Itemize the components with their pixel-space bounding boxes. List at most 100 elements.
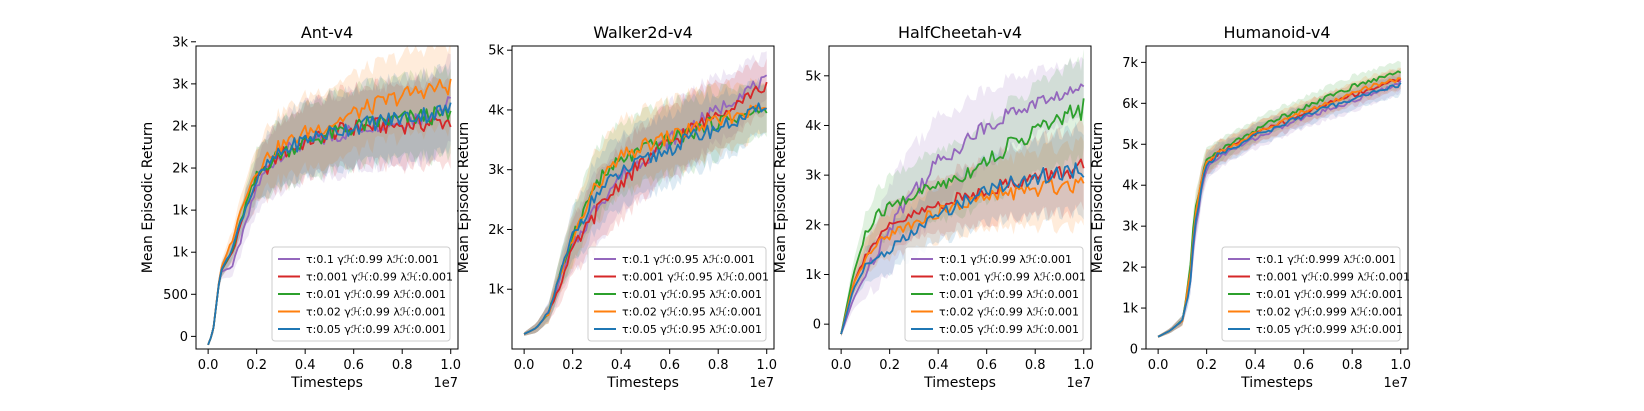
chart-panel-3: 0.0 0.2 0.4 0.6 0.8 1.0 0 1k 2k 3k 4k 5k HalfCheetah… xyxy=(773,23,1094,391)
series-band xyxy=(841,48,1084,337)
x-tick-label: 0.4 xyxy=(611,358,632,373)
x-tick-label: 0.4 xyxy=(295,358,316,373)
y-tick-label: 4k xyxy=(805,119,821,134)
legend-entry: τ:0.001 γℋ:0.999 λℋ:0.001 xyxy=(1256,271,1410,284)
legend-box xyxy=(271,246,451,342)
axes-frame xyxy=(828,45,1092,350)
x-tick-label: 1.0 xyxy=(1073,358,1094,373)
series-band xyxy=(208,65,451,345)
x-axis-label: Timesteps xyxy=(606,375,679,391)
y-tick-label: 2k xyxy=(805,218,821,233)
legend: τ:0.1 γℋ:0.99 λℋ:0.001 τ:0.001 γℋ:0.99 λℋ… xyxy=(904,246,1086,342)
plot-area xyxy=(1157,60,1402,338)
series-band xyxy=(841,135,1084,337)
series-band xyxy=(841,56,1084,337)
x-tick-label: 0.8 xyxy=(1025,358,1046,373)
series-band xyxy=(841,121,1084,337)
legend-entry: τ:0.02 γℋ:0.999 λℋ:0.001 xyxy=(1256,306,1403,319)
y-tick-label: 4k xyxy=(1122,179,1138,194)
x-offset-label: 1e7 xyxy=(1383,376,1408,391)
x-offset-label: 1e7 xyxy=(433,376,458,391)
y-tick-label: 1k xyxy=(1122,302,1138,317)
x-tick-label: 0.0 xyxy=(514,358,535,373)
legend-entry: τ:0.05 γℋ:0.95 λℋ:0.001 xyxy=(622,323,762,336)
x-tick-label: 1.0 xyxy=(440,358,461,373)
x-tick-label: 0.6 xyxy=(343,358,364,373)
y-tick-label: 5k xyxy=(1122,138,1138,153)
series-line xyxy=(523,81,768,335)
legend-entry: τ:0.02 γℋ:0.95 λℋ:0.001 xyxy=(622,306,762,319)
y-tick-label: 1k xyxy=(805,268,821,283)
series-line xyxy=(840,162,1085,335)
legend-box xyxy=(587,246,767,342)
y-tick-label: 7k xyxy=(1122,56,1138,71)
y-tick-label: 500 xyxy=(163,288,188,303)
legend-entry: τ:0.001 γℋ:0.99 λℋ:0.001 xyxy=(939,271,1086,284)
x-tick-label: 1.0 xyxy=(1390,358,1411,373)
plot-area xyxy=(207,46,452,346)
series-line xyxy=(207,96,451,346)
x-tick-label: 0.2 xyxy=(1196,358,1217,373)
plot-area xyxy=(523,51,768,336)
y-tick-label: 0 xyxy=(813,318,821,333)
y-tick-label: 3k xyxy=(172,35,188,50)
y-tick-label: 5k xyxy=(805,69,821,84)
legend-entry: τ:0.01 γℋ:0.95 λℋ:0.001 xyxy=(622,288,762,301)
legend-entry: τ:0.01 γℋ:0.99 λℋ:0.001 xyxy=(306,288,446,301)
x-tick-label: 0.2 xyxy=(879,358,900,373)
y-tick-label: 0 xyxy=(180,330,188,345)
series-line xyxy=(840,98,1085,335)
legend-entry: τ:0.1 γℋ:0.95 λℋ:0.001 xyxy=(622,253,755,266)
axes-frame xyxy=(511,45,775,350)
x-tick-label: 1.0 xyxy=(756,358,777,373)
legend-entry: τ:0.05 γℋ:0.99 λℋ:0.001 xyxy=(306,323,446,336)
series-line xyxy=(1157,82,1402,338)
x-tick-label: 0.4 xyxy=(1245,358,1266,373)
x-tick-label: 0.8 xyxy=(1342,358,1363,373)
y-tick-label: 3k xyxy=(1122,220,1138,235)
chart-panel-1: 0.0 0.2 0.4 0.6 0.8 1.0 0 500 1k 1k 2k 2k 3k 3k Ant-v4… xyxy=(140,23,461,391)
legend-entry: τ:0.001 γℋ:0.99 λℋ:0.001 xyxy=(306,271,453,284)
legend-entry: τ:0.1 γℋ:0.999 λℋ:0.001 xyxy=(1256,253,1396,266)
series-line xyxy=(207,102,452,346)
chart-title: HalfCheetah-v4 xyxy=(898,23,1022,42)
x-tick-label: 0.0 xyxy=(831,358,852,373)
y-axis-label: Mean Episodic Return xyxy=(140,122,156,273)
chart-title: Humanoid-v4 xyxy=(1223,23,1330,42)
series-band xyxy=(841,117,1084,337)
x-tick-label: 0.2 xyxy=(562,358,583,373)
y-tick-label: 4k xyxy=(488,103,504,118)
series-line xyxy=(1157,77,1401,338)
x-tick-label: 0.6 xyxy=(1293,358,1314,373)
legend-entry: τ:0.05 γℋ:0.99 λℋ:0.001 xyxy=(939,323,1079,336)
y-tick-label: 1k xyxy=(172,246,188,261)
series-band xyxy=(524,77,767,336)
x-offset-label: 1e7 xyxy=(1066,376,1091,391)
x-axis-label: Timesteps xyxy=(1240,375,1313,391)
chart-title: Ant-v4 xyxy=(301,23,353,42)
series-line xyxy=(840,83,1085,335)
chart-title: Walker2d-v4 xyxy=(593,23,693,42)
y-tick-label: 1k xyxy=(488,283,504,298)
y-axis-label: Mean Episodic Return xyxy=(1090,122,1106,273)
legend-entry: τ:0.02 γℋ:0.99 λℋ:0.001 xyxy=(939,306,1079,319)
x-offset-label: 1e7 xyxy=(749,376,774,391)
y-tick-label: 2k xyxy=(1122,261,1138,276)
series-line xyxy=(523,102,767,335)
y-tick-label: 1k xyxy=(172,204,188,219)
axes-frame xyxy=(195,45,459,350)
chart-panel-4: 0.0 0.2 0.4 0.6 0.8 1.0 0 1k 2k 3k 4k 5k 6k 7k Humanoi… xyxy=(1090,23,1411,391)
x-axis-label: Timesteps xyxy=(923,375,996,391)
y-tick-label: 3k xyxy=(805,169,821,184)
x-tick-label: 0.4 xyxy=(928,358,949,373)
y-tick-label: 0 xyxy=(1130,343,1138,358)
legend-entry: τ:0.01 γℋ:0.99 λℋ:0.001 xyxy=(939,288,1079,301)
y-tick-label: 3k xyxy=(172,77,188,92)
y-axis-label: Mean Episodic Return xyxy=(773,122,789,273)
y-tick-label: 6k xyxy=(1122,97,1138,112)
y-axis-label: Mean Episodic Return xyxy=(456,122,472,273)
legend-entry: τ:0.05 γℋ:0.999 λℋ:0.001 xyxy=(1256,323,1403,336)
x-tick-label: 0.8 xyxy=(392,358,413,373)
x-tick-label: 0.6 xyxy=(659,358,680,373)
